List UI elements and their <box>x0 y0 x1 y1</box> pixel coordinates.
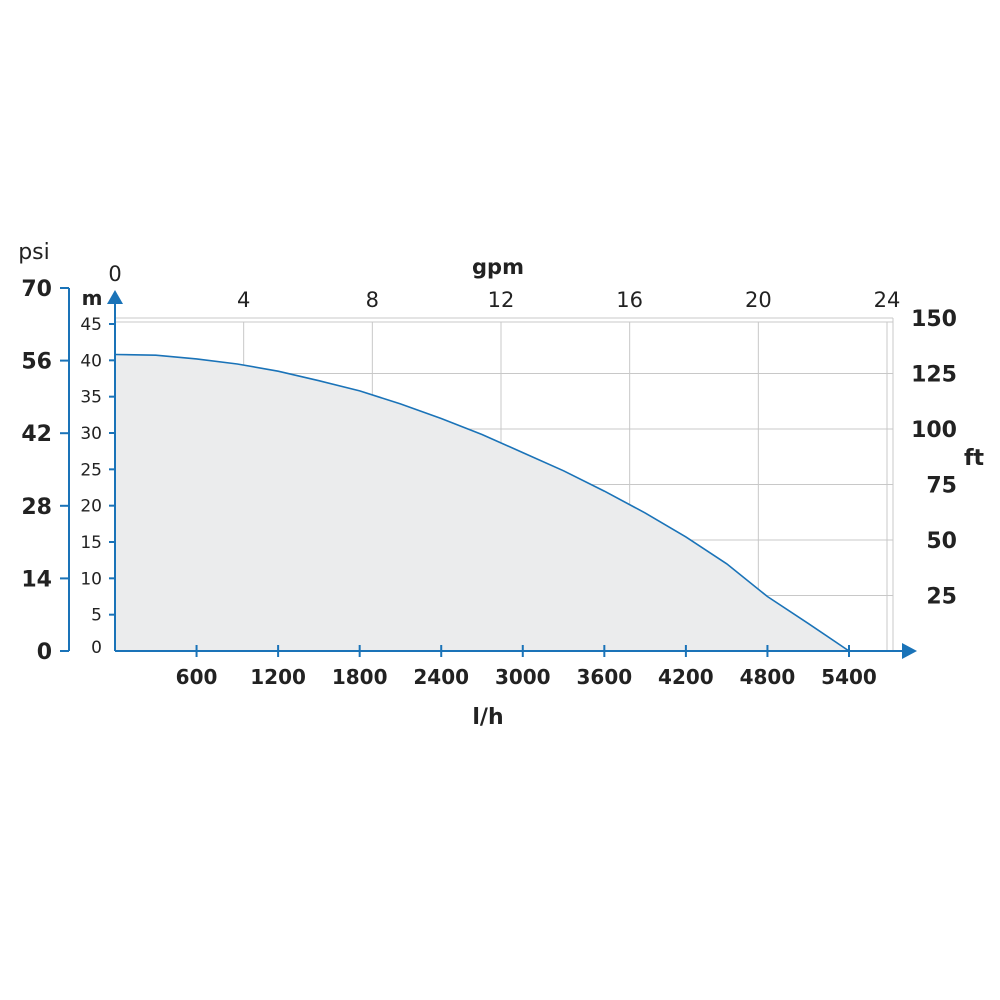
m-tick-label: 45 <box>80 315 102 335</box>
x-tick-label: 1800 <box>332 665 388 689</box>
x-tick-label: 5400 <box>821 665 877 689</box>
psi-tick-label: 28 <box>21 495 52 520</box>
x-axis-arrow <box>902 643 917 659</box>
gpm-tick-label: 20 <box>745 288 772 312</box>
ft-axis-label: ft <box>964 446 985 471</box>
gpm-tick-label: 0 <box>108 262 121 286</box>
m-tick-label: 40 <box>80 351 102 371</box>
x-tick-label: 4200 <box>658 665 714 689</box>
area-fill <box>115 354 849 651</box>
tick-labels: 600 1200 1800 2400 3000 3600 4200 4800 5400l/h04… <box>18 240 984 730</box>
psi-axis-label: psi <box>18 240 50 265</box>
x-tick-label: 3000 <box>495 665 551 689</box>
m-tick-label: 10 <box>80 569 102 589</box>
m-tick-label: 20 <box>80 497 102 517</box>
curve-area <box>114 353 850 652</box>
psi-tick-label: 70 <box>21 277 52 302</box>
m-tick-label: 25 <box>80 460 102 480</box>
x-axis-label: l/h <box>472 705 503 730</box>
ft-tick-label: 125 <box>911 363 957 388</box>
psi-tick-label: 0 <box>37 640 52 665</box>
grid-lines <box>115 317 894 651</box>
gpm-tick-label: 24 <box>874 288 901 312</box>
m-tick-label: 5 <box>91 606 102 626</box>
psi-tick-label: 14 <box>21 567 52 592</box>
axes <box>60 287 917 659</box>
psi-tick-label: 42 <box>21 422 52 447</box>
ft-tick-label: 100 <box>911 418 957 443</box>
x-tick-label: 600 <box>176 665 218 689</box>
gpm-tick-label: 4 <box>237 288 250 312</box>
m-tick-label: 30 <box>80 424 102 444</box>
m-tick-label: 15 <box>80 533 102 553</box>
x-tick-label: 3600 <box>576 665 632 689</box>
ft-tick-label: 150 <box>911 307 957 332</box>
gpm-axis-label: gpm <box>472 255 524 279</box>
performance-curve <box>114 353 850 652</box>
ft-tick-label: 25 <box>926 585 957 610</box>
gpm-tick-label: 8 <box>366 288 379 312</box>
m-axis-arrow <box>107 290 123 304</box>
x-tick-label: 1200 <box>250 665 306 689</box>
gpm-tick-label: 16 <box>616 288 643 312</box>
m-tick-label: 35 <box>80 388 102 408</box>
ft-tick-label: 75 <box>926 474 957 499</box>
x-tick-label: 4800 <box>740 665 796 689</box>
gpm-tick-label: 12 <box>488 288 515 312</box>
psi-tick-label: 56 <box>21 350 52 375</box>
x-tick-label: 2400 <box>413 665 469 689</box>
m-tick-label: 0 <box>91 638 102 658</box>
m-axis-label: m <box>82 286 103 310</box>
ft-tick-label: 50 <box>926 529 957 554</box>
